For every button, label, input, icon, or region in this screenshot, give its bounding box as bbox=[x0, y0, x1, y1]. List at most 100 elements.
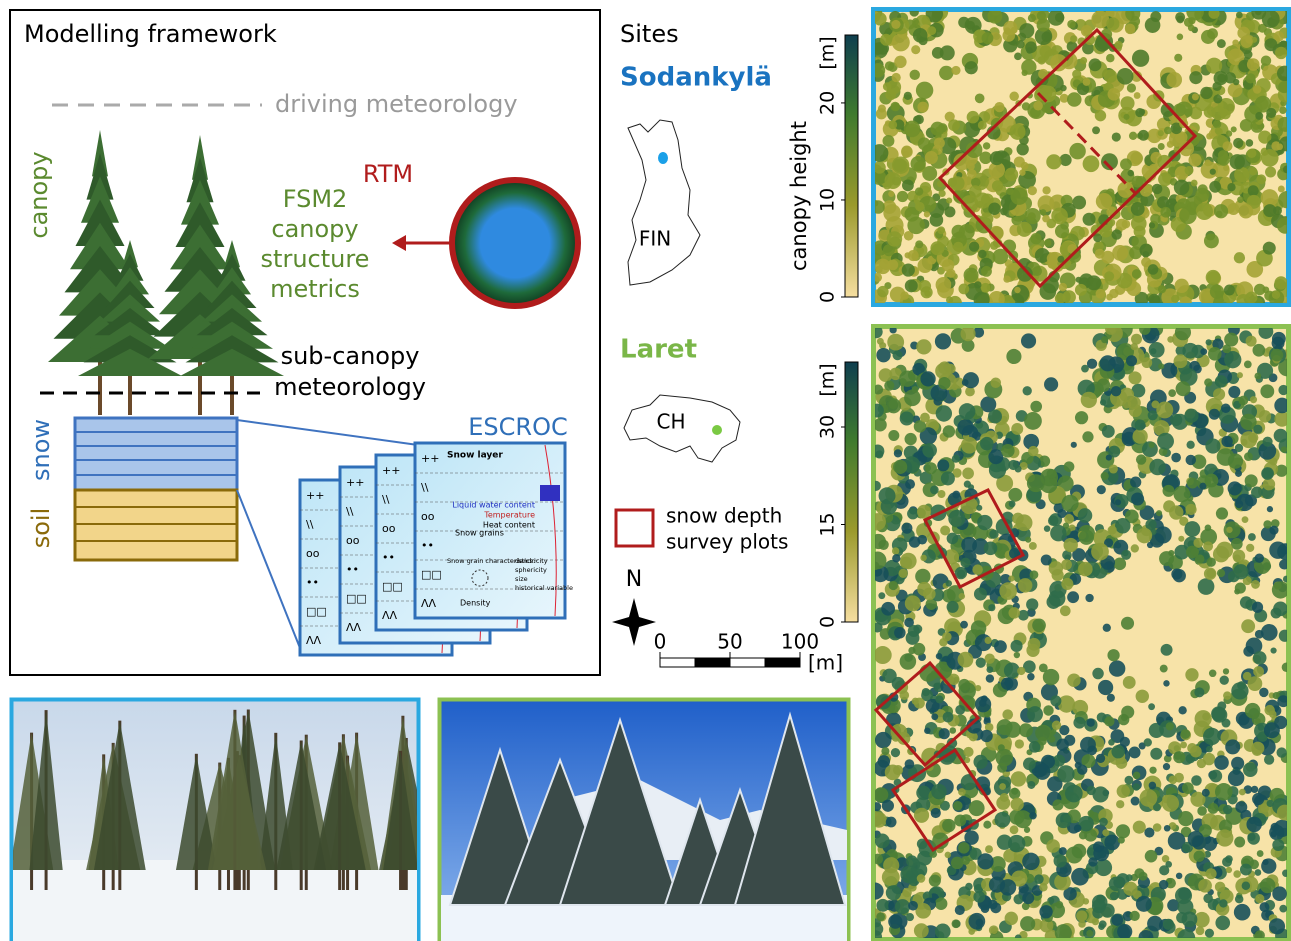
card-symbol: ΛΛ bbox=[306, 634, 322, 647]
tree-crown bbox=[1169, 505, 1184, 520]
tree-crown bbox=[1204, 928, 1215, 938]
tree-crown bbox=[1241, 619, 1256, 634]
tree-crown bbox=[1193, 537, 1204, 548]
tree-crown bbox=[1186, 11, 1204, 21]
tree-crown bbox=[1039, 85, 1057, 103]
site-dot bbox=[712, 425, 722, 435]
tree-crown bbox=[875, 200, 885, 214]
tree-crown bbox=[1239, 596, 1253, 609]
tree-crown bbox=[1227, 183, 1236, 192]
tree-crown bbox=[1128, 371, 1142, 385]
tree-crown bbox=[917, 850, 933, 866]
tree-crown bbox=[1253, 666, 1265, 677]
tree-crown bbox=[1074, 411, 1089, 425]
tree-crown bbox=[1233, 870, 1241, 878]
tree-crown bbox=[901, 522, 913, 534]
tree-crown bbox=[1070, 441, 1077, 448]
tree-crown bbox=[1223, 284, 1235, 296]
photo-scene bbox=[13, 709, 417, 941]
tree-crown bbox=[1098, 923, 1105, 930]
tree-crown bbox=[1147, 410, 1158, 421]
tree-crown bbox=[931, 783, 947, 800]
tree-crown bbox=[1135, 454, 1147, 465]
tree-crown bbox=[1234, 836, 1246, 848]
tree-crown bbox=[1112, 244, 1129, 261]
tree-crown bbox=[1236, 293, 1251, 303]
card-symbol: \\ bbox=[421, 481, 429, 494]
tree-crown bbox=[1217, 150, 1229, 161]
tree-crown bbox=[948, 119, 960, 132]
card-symbol: □□ bbox=[421, 568, 442, 581]
tree-crown bbox=[1200, 348, 1208, 355]
tree-crown bbox=[1029, 812, 1037, 820]
tree-crown bbox=[964, 830, 979, 845]
tree-crown bbox=[1217, 701, 1227, 711]
tree-crown bbox=[991, 180, 1004, 192]
tree-crown bbox=[1003, 662, 1020, 679]
tree-crown bbox=[1163, 754, 1172, 763]
switzerland-outline bbox=[623, 394, 741, 463]
tree-crown bbox=[1078, 920, 1086, 928]
tree-crown bbox=[1038, 455, 1051, 467]
tree-crown bbox=[1266, 107, 1277, 118]
tree-crown bbox=[1203, 727, 1221, 746]
tree-crown bbox=[1264, 704, 1275, 716]
tree-crown bbox=[1027, 186, 1037, 196]
tree-crown bbox=[1136, 527, 1153, 544]
tree-crown bbox=[1101, 250, 1115, 264]
tree-crown bbox=[947, 177, 958, 187]
tree-crown bbox=[1108, 739, 1115, 746]
tree-crown bbox=[882, 200, 897, 214]
tree-crown bbox=[1147, 264, 1159, 275]
tree-crown bbox=[1260, 55, 1272, 66]
tree-crown bbox=[1234, 166, 1250, 183]
tree-crown bbox=[1212, 338, 1224, 350]
tree-crown bbox=[875, 169, 887, 185]
tree-crown bbox=[1174, 772, 1184, 783]
tree-crown bbox=[1064, 784, 1083, 803]
tree-crown bbox=[1233, 137, 1244, 149]
tree-crown bbox=[1019, 461, 1028, 470]
tree-crown bbox=[963, 267, 979, 283]
tree-crown bbox=[879, 628, 892, 640]
tree-crown bbox=[1065, 846, 1083, 864]
tree-crown bbox=[1046, 594, 1061, 609]
zoom-line bbox=[236, 489, 301, 649]
tree-crown bbox=[1259, 902, 1270, 913]
tree-crown bbox=[1175, 131, 1188, 144]
tree-crown bbox=[945, 580, 953, 587]
tree-crown bbox=[1271, 581, 1287, 599]
escroc-label: ESCROC bbox=[468, 413, 567, 441]
tree-crown bbox=[986, 666, 994, 673]
tree-crown bbox=[938, 361, 952, 375]
tree-crown bbox=[990, 377, 1002, 388]
tree-crown bbox=[880, 33, 893, 46]
tree-crown bbox=[917, 534, 928, 545]
tree-crown bbox=[1274, 46, 1287, 60]
tree-crown bbox=[1091, 918, 1100, 926]
tree-crown bbox=[1148, 703, 1155, 711]
tree-crown bbox=[966, 718, 982, 734]
tree-crown bbox=[981, 32, 994, 45]
tree-crown bbox=[909, 11, 919, 17]
tree-crown bbox=[1148, 781, 1157, 790]
tree-crown bbox=[1213, 204, 1229, 219]
tree-crown bbox=[1026, 598, 1039, 611]
tree-crown bbox=[909, 69, 920, 81]
tree-crown bbox=[1277, 695, 1287, 708]
tree-crown bbox=[1206, 557, 1216, 567]
tree-crown bbox=[942, 818, 956, 833]
tree-crown bbox=[1203, 850, 1212, 858]
tree-crown bbox=[875, 811, 887, 828]
tree-crown bbox=[897, 731, 911, 745]
tree-crown bbox=[1020, 161, 1029, 170]
tree-crown bbox=[1260, 149, 1279, 167]
tree-crown bbox=[1222, 668, 1230, 675]
tree-crown bbox=[988, 899, 998, 910]
tree-crown bbox=[1108, 464, 1118, 474]
tree-crown bbox=[1144, 17, 1161, 33]
tree-crown bbox=[965, 141, 983, 158]
tree-crown bbox=[1123, 881, 1138, 896]
tree-crown bbox=[1206, 57, 1223, 74]
tree-crown bbox=[1214, 375, 1228, 388]
